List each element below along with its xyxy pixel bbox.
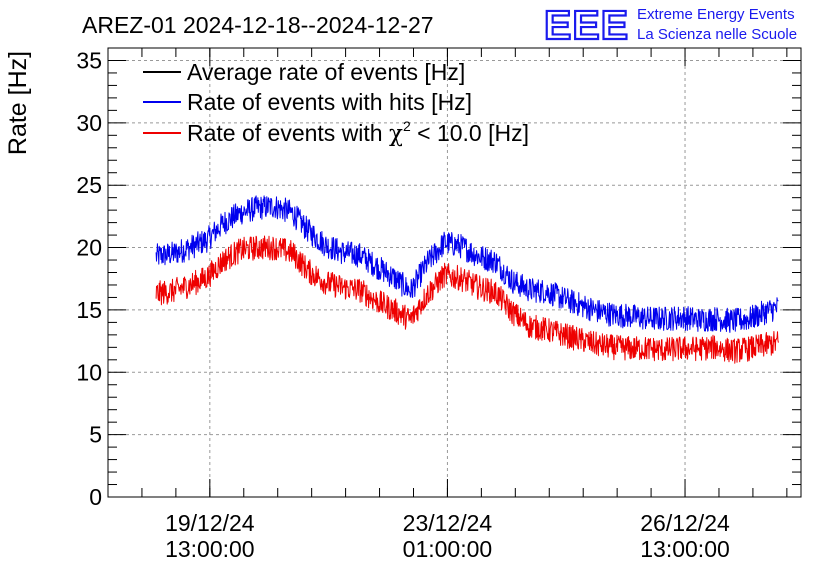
eee-logo-mark: EEE — [544, 2, 629, 48]
logo-line-2: La Scienza nelle Scuole — [637, 26, 797, 43]
legend-label-chi2: Rate of events with χ2 < 10.0 [Hz] — [187, 118, 529, 147]
legend-chi2-sup: 2 — [403, 118, 411, 134]
legend-label-average: Average rate of events [Hz] — [187, 59, 465, 85]
y-tick-label: 0 — [89, 484, 102, 510]
x-tick-label-date: 26/12/24 — [640, 510, 730, 536]
x-tick-label-date: 19/12/24 — [165, 510, 255, 536]
legend-chi2-pre: Rate of events with — [187, 120, 389, 146]
series-line-chi2 — [155, 235, 779, 364]
legend-chi2-post: < 10.0 [Hz] — [411, 120, 529, 146]
series-lines — [155, 195, 779, 364]
y-tick-label: 15 — [76, 297, 102, 323]
x-tick-label-date: 23/12/24 — [403, 510, 493, 536]
plot-frame — [107, 47, 802, 498]
y-axis-label: Rate [Hz] — [4, 51, 32, 155]
x-tick-label-time: 13:00:00 — [165, 536, 255, 562]
legend-label-hits: Rate of events with hits [Hz] — [187, 89, 472, 115]
x-tick-label-time: 13:00:00 — [640, 536, 730, 562]
legend-chi2-symbol: χ — [389, 121, 403, 147]
y-tick-label: 25 — [76, 172, 102, 198]
legend: Average rate of events [Hz] Rate of even… — [143, 59, 529, 147]
y-tick-label: 30 — [76, 110, 102, 136]
eee-logo: EEE Extreme Energy Events La Scienza nel… — [543, 1, 797, 49]
y-tick-labels: 0 5 10 15 20 25 30 35 — [76, 47, 102, 510]
y-tick-label: 5 — [89, 422, 102, 448]
y-tick-label: 35 — [76, 47, 102, 73]
x-tick-label-time: 01:00:00 — [403, 536, 493, 562]
logo-line-1: Extreme Energy Events — [637, 6, 795, 23]
chart-title: AREZ-01 2024-12-18--2024-12-27 — [82, 12, 434, 38]
y-tick-label: 20 — [76, 235, 102, 261]
x-tick-labels: 19/12/2413:00:0023/12/2401:00:0026/12/24… — [165, 510, 730, 562]
series-line-hits — [155, 195, 779, 333]
y-tick-label: 10 — [76, 359, 102, 385]
